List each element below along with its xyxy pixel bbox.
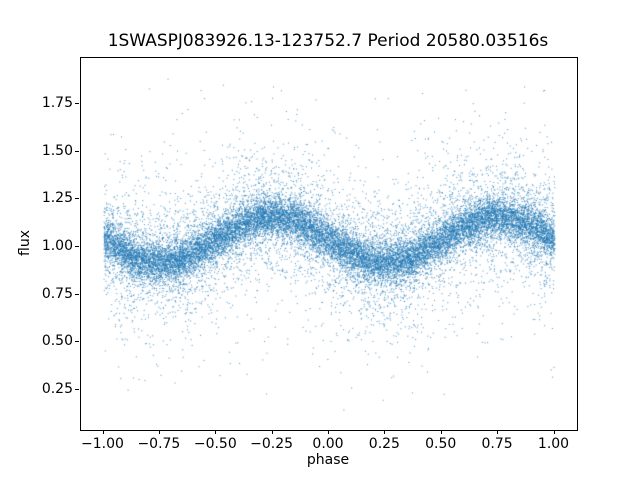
y-tick-label: 1.00 bbox=[41, 237, 73, 254]
y-tick-label: 1.75 bbox=[41, 94, 73, 111]
scatter-plot-area bbox=[81, 58, 577, 430]
x-tick-mark bbox=[271, 430, 273, 434]
x-tick-label: −0.25 bbox=[250, 436, 294, 452]
x-tick-mark bbox=[158, 430, 160, 434]
y-tick-label: 0.75 bbox=[41, 285, 73, 302]
y-tick-mark bbox=[75, 293, 79, 295]
axes-frame bbox=[80, 57, 578, 431]
x-axis-label: phase bbox=[306, 452, 350, 468]
y-tick-label: 0.50 bbox=[41, 333, 73, 350]
x-tick-mark bbox=[384, 430, 386, 434]
x-tick-label: −0.75 bbox=[137, 436, 181, 452]
x-tick-mark bbox=[102, 430, 104, 434]
y-tick-mark bbox=[75, 102, 79, 104]
x-tick-label: 0.50 bbox=[425, 436, 457, 452]
x-tick-mark bbox=[440, 430, 442, 434]
y-tick-mark bbox=[75, 341, 79, 343]
x-tick-label: −0.50 bbox=[193, 436, 237, 452]
x-tick-mark bbox=[497, 430, 499, 434]
y-tick-mark bbox=[75, 198, 79, 200]
x-tick-mark bbox=[553, 430, 555, 434]
y-tick-label: 1.50 bbox=[41, 142, 73, 159]
chart-title: 1SWASPJ083926.13-123752.7 Period 20580.0… bbox=[107, 31, 549, 51]
x-tick-label: 0.00 bbox=[312, 436, 344, 452]
y-tick-mark bbox=[75, 245, 79, 247]
y-tick-mark bbox=[75, 388, 79, 390]
y-tick-label: 1.25 bbox=[41, 190, 73, 207]
x-tick-label: 1.00 bbox=[537, 436, 570, 452]
y-tick-mark bbox=[75, 150, 79, 152]
x-tick-label: 0.25 bbox=[368, 436, 400, 452]
x-tick-label: 0.75 bbox=[481, 436, 513, 452]
y-axis-label: flux bbox=[17, 230, 33, 256]
x-tick-label: −1.00 bbox=[81, 436, 124, 452]
x-tick-mark bbox=[215, 430, 217, 434]
y-tick-label: 0.25 bbox=[41, 380, 73, 397]
x-tick-mark bbox=[328, 430, 329, 434]
